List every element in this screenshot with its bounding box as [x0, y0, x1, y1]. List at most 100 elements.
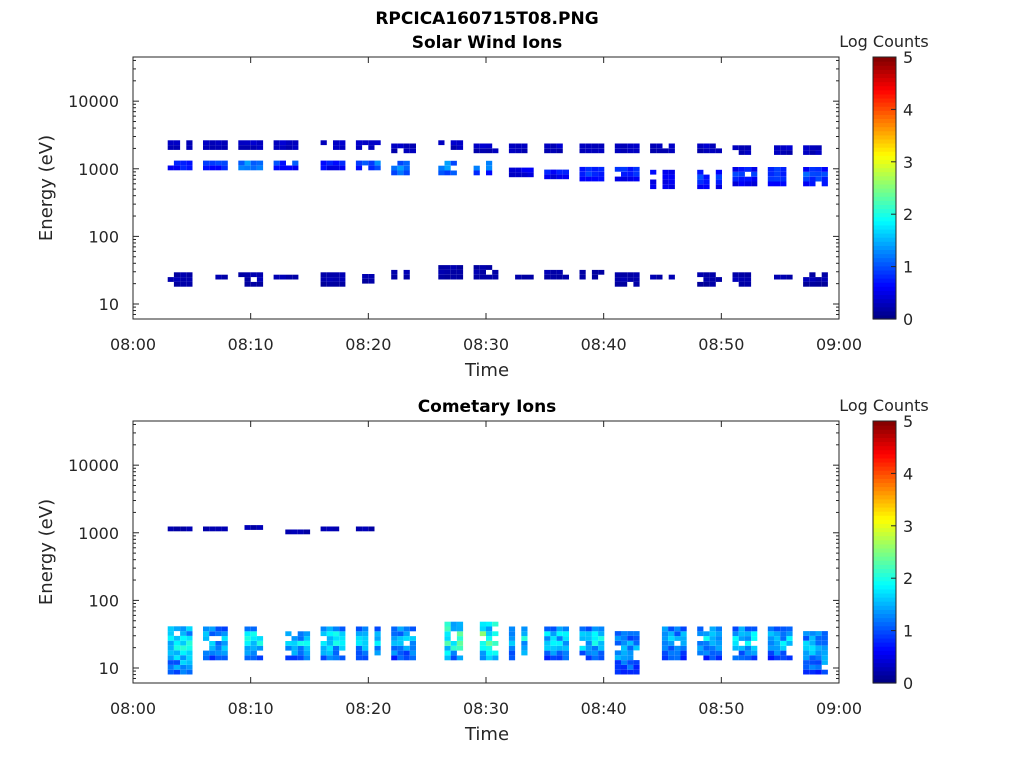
heatmap-cell — [173, 165, 181, 171]
colorbar-segment — [873, 502, 896, 508]
colorbar-tick-label: 3 — [903, 517, 913, 536]
heatmap-cell — [774, 650, 781, 656]
colorbar-segment — [873, 93, 896, 99]
colorbar-segment — [873, 216, 896, 222]
heatmap-cell — [244, 272, 251, 278]
heatmap-cell — [738, 145, 745, 151]
colorbar-segment — [873, 278, 896, 283]
heatmap-cell — [173, 526, 181, 532]
heatmap-cell — [409, 626, 416, 632]
heatmap-cell — [709, 641, 716, 646]
heatmap-cell — [456, 274, 464, 280]
colorbar-segment — [873, 531, 896, 537]
heatmap-cell — [738, 167, 745, 172]
heatmap-cell — [186, 165, 193, 171]
heatmap-cell — [167, 655, 174, 660]
heatmap-cell — [186, 277, 193, 282]
heatmap-cell — [815, 281, 822, 287]
colorbar-segment — [873, 106, 896, 111]
heatmap-cell — [738, 650, 745, 656]
heatmap-cell — [633, 635, 640, 641]
heatmap-cell — [598, 166, 605, 172]
heatmap-cell — [550, 274, 557, 280]
heatmap-cell — [591, 176, 599, 182]
heatmap-cell — [397, 160, 404, 166]
heatmap-cell — [786, 626, 793, 632]
heatmap-cell — [803, 181, 810, 187]
colorbar-segment — [873, 588, 896, 594]
heatmap-cell — [273, 160, 280, 166]
heatmap-cell — [738, 636, 745, 641]
heatmap-cell — [486, 265, 493, 270]
heatmap-cell — [650, 179, 657, 185]
heatmap-cell — [744, 277, 752, 282]
heatmap-cell — [292, 274, 299, 280]
heatmap-cell — [674, 626, 681, 632]
heatmap-cell — [186, 660, 193, 665]
x-tick-label: 08:40 — [581, 335, 627, 354]
colorbar-segment — [873, 437, 896, 443]
heatmap-cell — [709, 631, 716, 637]
heatmap-cell — [767, 176, 774, 182]
heatmap-cell — [521, 274, 528, 280]
heatmap-cell — [368, 274, 375, 279]
heatmap-cell — [486, 655, 493, 661]
heatmap-cell — [744, 150, 752, 155]
heatmap-cell — [591, 143, 599, 149]
heatmap-cell — [391, 655, 398, 661]
heatmap-cell — [333, 272, 340, 278]
heatmap-cell — [780, 176, 787, 182]
heatmap-cell — [303, 529, 311, 535]
heatmap-cell — [556, 148, 563, 154]
heatmap-cell — [668, 650, 675, 656]
colorbar-segment — [873, 461, 896, 467]
heatmap-cell — [167, 140, 174, 146]
heatmap-cell — [544, 636, 551, 641]
colorbar-tick-label: 1 — [903, 258, 913, 277]
heatmap-cell — [339, 636, 346, 641]
heatmap-cell — [744, 631, 752, 637]
heatmap-cell — [362, 140, 369, 146]
heatmap-cell — [326, 650, 333, 656]
heatmap-cell — [244, 277, 251, 282]
heatmap-cell — [180, 160, 187, 166]
heatmap-cell — [821, 272, 828, 278]
heatmap-cell — [809, 145, 816, 151]
heatmap-cell — [614, 640, 621, 646]
colorbar-segment — [873, 220, 896, 226]
heatmap-cell — [668, 174, 675, 180]
heatmap-cell — [809, 272, 816, 278]
heatmap-cell — [286, 140, 293, 146]
colorbar-segment — [873, 576, 896, 582]
heatmap-cell — [751, 631, 758, 637]
colorbar-tick-label: 2 — [903, 569, 913, 588]
heatmap-cell — [391, 645, 398, 651]
heatmap-cell — [167, 277, 174, 282]
heatmap-cell — [250, 626, 257, 632]
heatmap-cell — [621, 272, 628, 278]
heatmap-cell — [780, 626, 787, 632]
heatmap-cell — [744, 650, 752, 656]
x-tick-label: 08:20 — [345, 699, 391, 718]
heatmap-cell — [780, 171, 787, 177]
heatmap-cell — [774, 167, 781, 172]
heatmap-cell — [209, 145, 216, 150]
heatmap-cell — [409, 148, 416, 154]
heatmap-cell — [250, 140, 257, 146]
heatmap-cell — [209, 650, 216, 656]
heatmap-cell — [303, 641, 311, 646]
heatmap-cell — [391, 274, 398, 280]
heatmap-cell — [732, 145, 739, 151]
heatmap-cell — [397, 645, 404, 651]
heatmap-cell — [479, 143, 486, 149]
heatmap-cell — [774, 631, 781, 637]
heatmap-cell — [738, 631, 745, 637]
heatmap-cell — [661, 626, 669, 632]
heatmap-cell — [598, 148, 605, 154]
heatmap-cell — [479, 650, 486, 656]
heatmap-cell — [215, 160, 222, 166]
heatmap-cell — [627, 166, 634, 172]
heatmap-cell — [614, 669, 621, 675]
heatmap-cell — [674, 636, 681, 641]
heatmap-cell — [339, 626, 346, 632]
